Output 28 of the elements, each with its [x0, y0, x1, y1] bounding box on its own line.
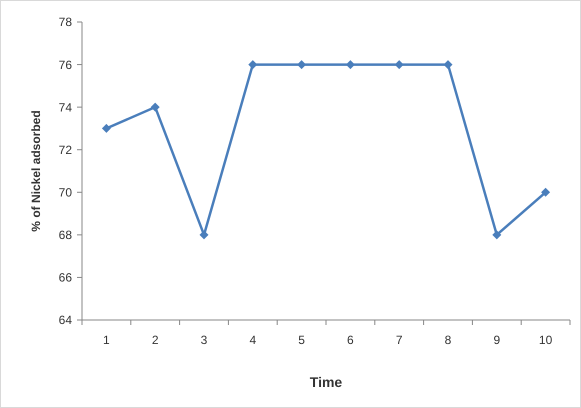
- y-tick-label: 78: [58, 15, 72, 30]
- x-tick-label: 1: [103, 333, 110, 347]
- x-tick-label: 5: [298, 333, 306, 347]
- x-axis-title: Time: [310, 374, 342, 390]
- point: [150, 102, 160, 112]
- x-tick-label: 7: [396, 333, 403, 347]
- point: [541, 188, 550, 197]
- x-tick-label: 3: [200, 333, 208, 347]
- y-axis-title: % of Nickel adsorbed: [29, 110, 43, 232]
- x-tick-label: 4: [249, 333, 256, 347]
- point: [248, 60, 258, 70]
- x-tick-label: 8: [444, 333, 452, 347]
- point: [200, 230, 208, 240]
- y-tick-label: 66: [58, 270, 72, 285]
- y-tick-label: 68: [58, 228, 72, 242]
- x-tick-label: 2: [152, 333, 159, 347]
- point: [102, 124, 111, 133]
- y-tick-label: 70: [58, 185, 72, 200]
- y-tick-label: 76: [58, 58, 72, 72]
- point: [492, 230, 502, 240]
- x-tick-label: 10: [538, 333, 553, 347]
- x-tick-label: 6: [347, 333, 354, 347]
- point: [394, 60, 404, 70]
- y-tick-label: 64: [58, 313, 72, 328]
- y-tick-label: 74: [58, 100, 72, 114]
- y-tick-label: 72: [58, 142, 72, 157]
- x-tick-label: 9: [493, 333, 500, 347]
- point: [444, 60, 452, 70]
